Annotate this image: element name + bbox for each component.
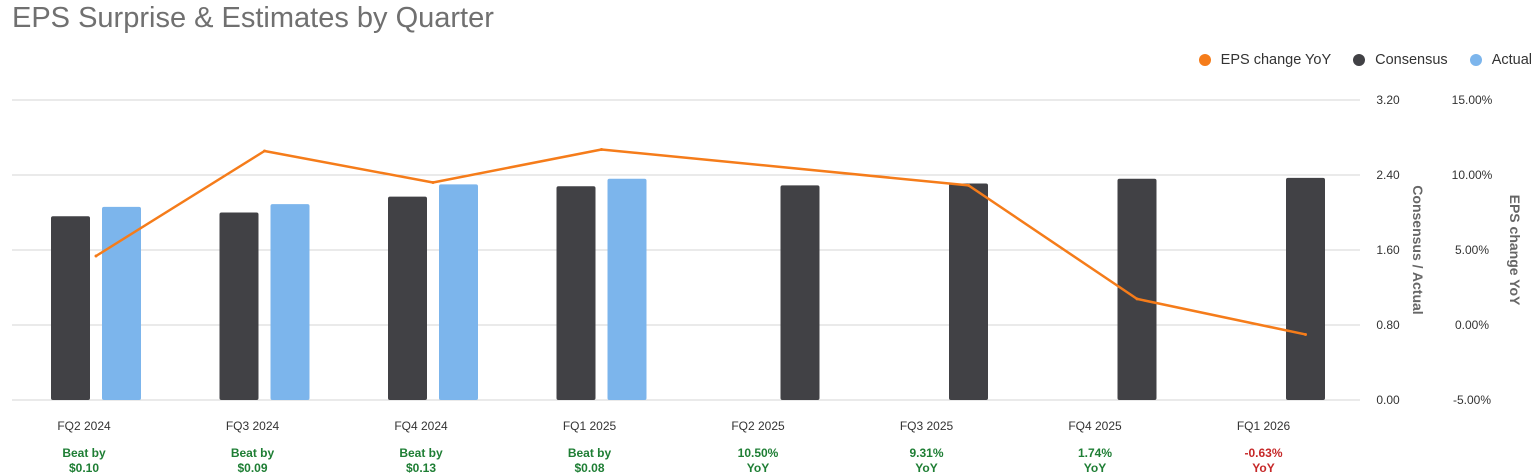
actual-bar[interactable]: [439, 184, 478, 400]
category-label: FQ1 2025: [563, 419, 617, 433]
actual-bar[interactable]: [270, 204, 310, 400]
surprise-annotation-line1: -0.63%: [1244, 446, 1282, 460]
consensus-bar[interactable]: [556, 186, 596, 400]
legend-marker-eps-change: [1198, 54, 1211, 66]
left-axis-tick-label: 3.20: [1376, 93, 1400, 107]
surprise-annotation-line1: Beat by: [568, 446, 612, 460]
right-axis-tick-label: -5.00%: [1453, 393, 1491, 407]
eps-change-point[interactable]: [1135, 297, 1139, 301]
consensus-bar[interactable]: [388, 196, 427, 400]
consensus-bar[interactable]: [219, 212, 259, 401]
surprise-annotation-line2: YoY: [915, 461, 937, 475]
right-axis-label: EPS change YoY: [1507, 195, 1523, 306]
legend-label-consensus: Consensus: [1375, 52, 1448, 68]
eps-change-point[interactable]: [263, 149, 266, 153]
left-axis-tick-label: 0.00: [1376, 393, 1400, 407]
consensus-bar[interactable]: [1286, 177, 1325, 400]
chart-title: EPS Surprise & Estimates by Quarter: [12, 2, 494, 34]
surprise-annotation-line2: $0.08: [574, 461, 604, 475]
category-label: FQ1 2026: [1237, 419, 1291, 433]
eps-change-point[interactable]: [94, 254, 98, 258]
eps-change-point[interactable]: [600, 148, 603, 151]
eps-change-point[interactable]: [431, 181, 435, 184]
right-axis-tick-label: 10.00%: [1452, 168, 1493, 182]
eps-change-point[interactable]: [967, 183, 970, 187]
legend-marker-consensus: [1353, 54, 1366, 66]
surprise-annotation-line2: YoY: [1084, 461, 1106, 475]
left-axis-label: Consensus / Actual: [1410, 185, 1426, 314]
legend-label-eps-change: EPS change YoY: [1220, 52, 1332, 68]
category-label: FQ2 2024: [57, 419, 111, 433]
actual-bar[interactable]: [102, 206, 141, 400]
consensus-bar[interactable]: [949, 183, 988, 400]
surprise-annotation-line2: YoY: [747, 461, 769, 475]
consensus-bar[interactable]: [780, 185, 820, 400]
right-axis-tick-label: 15.00%: [1452, 93, 1493, 107]
surprise-annotation-line2: $0.10: [69, 461, 99, 475]
consensus-bar[interactable]: [1117, 178, 1157, 400]
surprise-annotation-line2: $0.13: [406, 461, 436, 475]
legend-item-actual[interactable]: Actual: [1469, 52, 1532, 68]
right-axis-tick-label: 5.00%: [1455, 243, 1489, 257]
legend-item-eps-change[interactable]: EPS change YoY: [1198, 52, 1332, 68]
category-label: FQ2 2025: [731, 419, 785, 433]
left-axis-tick-label: 1.60: [1376, 243, 1400, 257]
surprise-annotation-line1: 9.31%: [909, 446, 943, 460]
surprise-annotation-line1: Beat by: [231, 446, 275, 460]
category-label: FQ3 2024: [226, 419, 280, 433]
surprise-annotation-line1: Beat by: [62, 446, 106, 460]
surprise-annotation-line1: Beat by: [399, 446, 443, 460]
left-axis-tick-label: 2.40: [1376, 168, 1400, 182]
consensus-bar[interactable]: [51, 216, 90, 400]
legend-marker-actual: [1469, 54, 1482, 66]
right-axis-tick-label: 0.00%: [1455, 318, 1489, 332]
legend-label-actual: Actual: [1491, 52, 1532, 68]
left-axis-tick-label: 0.80: [1376, 318, 1400, 332]
surprise-annotation-line1: 10.50%: [738, 446, 779, 460]
eps-change-point[interactable]: [1304, 332, 1307, 336]
legend-item-consensus[interactable]: Consensus: [1353, 52, 1448, 68]
chart-legend: EPS change YoY Consensus Actual: [1177, 52, 1532, 68]
category-label: FQ3 2025: [900, 419, 954, 433]
surprise-annotation-line2: YoY: [1252, 461, 1274, 475]
category-label: FQ4 2024: [394, 419, 448, 433]
actual-bar[interactable]: [607, 178, 647, 400]
category-label: FQ4 2025: [1068, 419, 1122, 433]
surprise-annotation-line1: 1.74%: [1078, 446, 1112, 460]
surprise-annotation-line2: $0.09: [237, 461, 267, 475]
